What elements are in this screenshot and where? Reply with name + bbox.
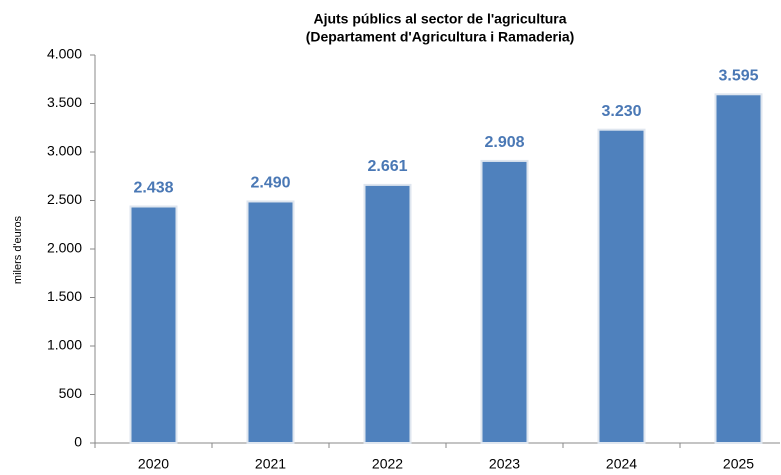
y-tick-label: 500	[59, 385, 83, 401]
x-tick-label: 2022	[372, 456, 403, 472]
bar	[597, 128, 646, 444]
bar	[246, 200, 295, 444]
bar	[129, 205, 178, 444]
y-tick-label: 4.000	[47, 46, 82, 62]
value-label: 2.908	[484, 134, 524, 151]
value-label: 2.438	[133, 180, 173, 197]
value-label: 2.661	[367, 158, 407, 175]
bar	[480, 159, 529, 444]
chart-title: (Departament d'Agricultura i Ramaderia)	[306, 29, 575, 45]
value-label: 3.230	[601, 103, 641, 120]
bar	[363, 183, 412, 444]
y-axis-label: milers d'euros	[12, 215, 24, 284]
y-tick-label: 1.000	[47, 337, 82, 353]
chart-title: Ajuts públics al sector de l'agricultura	[313, 11, 566, 27]
y-tick-label: 1.500	[47, 288, 82, 304]
x-tick-label: 2024	[606, 456, 637, 472]
x-tick-label: 2021	[255, 456, 286, 472]
x-tick-label: 2025	[723, 456, 754, 472]
y-tick-label: 3.500	[47, 94, 82, 110]
y-tick-label: 0	[74, 434, 82, 450]
bar	[714, 93, 763, 444]
y-tick-label: 2.500	[47, 191, 82, 207]
x-tick-label: 2020	[138, 456, 169, 472]
value-label: 3.595	[718, 68, 758, 85]
y-tick-label: 2.000	[47, 240, 82, 256]
y-tick-label: 3.000	[47, 143, 82, 159]
x-tick-label: 2023	[489, 456, 520, 472]
value-label: 2.490	[250, 175, 290, 192]
